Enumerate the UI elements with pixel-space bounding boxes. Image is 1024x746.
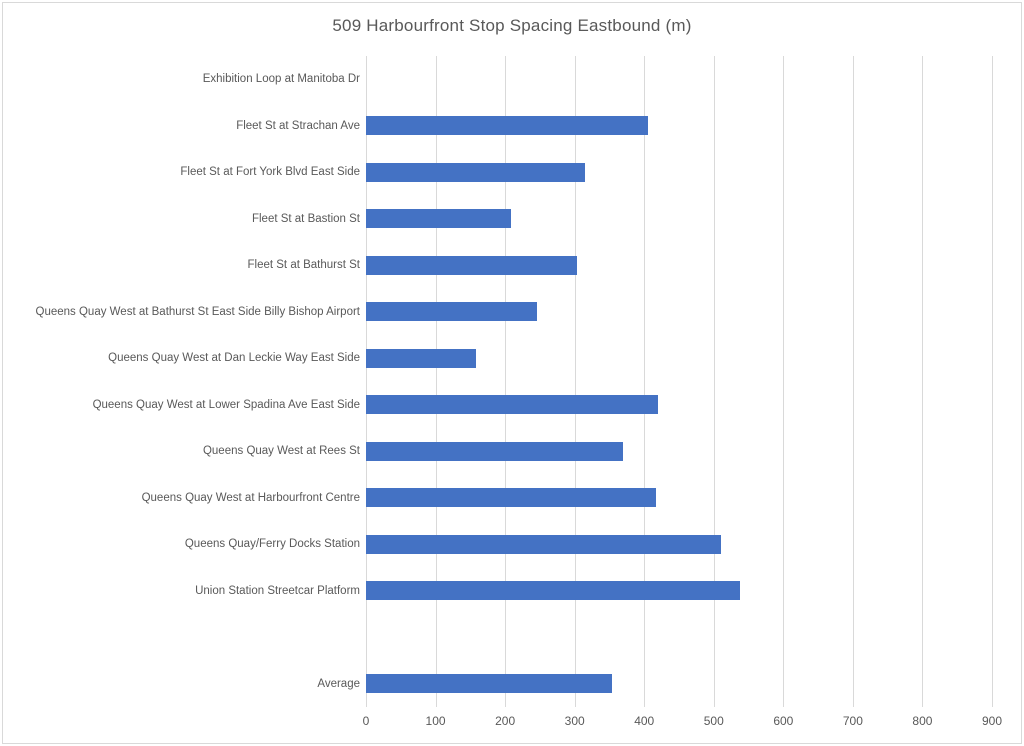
x-tick-label: 200 [495,714,516,728]
category-label: Fleet St at Bathurst St [247,259,361,272]
category-label: Fleet St at Strachan Ave [236,119,360,132]
gridline [366,56,367,707]
x-tick-label: 700 [842,714,863,728]
category-label: Queens Quay West at Rees St [202,445,360,458]
gridline [574,56,576,707]
gridline [783,56,785,707]
category-label: Average [317,677,360,690]
bar [366,395,659,415]
category-label: Exhibition Loop at Manitoba Dr [202,73,360,86]
x-tick-label: 900 [981,714,1003,728]
gridline [713,56,715,707]
gridline [922,56,924,707]
bar [366,116,648,136]
category-label: Queens Quay West at Bathurst St East Sid… [35,305,361,318]
bar [366,534,722,554]
gridline [852,56,854,707]
bar [366,441,624,461]
gridline [505,56,507,707]
x-tick-label: 800 [912,714,933,728]
x-tick-label: 300 [564,714,585,728]
bar [366,581,741,601]
category-label: Fleet St at Bastion St [251,212,360,225]
x-tick-label: 600 [773,714,794,728]
bar [366,162,586,182]
gridline [992,56,993,707]
x-tick-label: 0 [362,714,370,728]
category-label: Queens Quay West at Lower Spadina Ave Ea… [92,398,360,411]
x-tick-label: 400 [634,714,655,728]
gridline [644,56,646,707]
category-label: Queens Quay/Ferry Docks Station [184,538,360,551]
category-label: Union Station Streetcar Platform [195,584,360,597]
category-label: Fleet St at Fort York Blvd East Side [180,166,360,179]
bar [366,674,613,694]
bar [366,488,657,508]
x-tick-label: 500 [703,714,724,728]
category-label: Queens Quay West at Harbourfront Centre [141,491,360,504]
bar [366,255,578,275]
category-label: Queens Quay West at Dan Leckie Way East … [108,352,360,365]
bar [366,348,476,368]
gridline [435,56,437,707]
plot-area [366,56,993,707]
bar [366,302,538,322]
chart-title: 509 Harbourfront Stop Spacing Eastbound … [332,16,692,35]
bar [366,209,511,229]
x-tick-label: 100 [425,714,446,728]
